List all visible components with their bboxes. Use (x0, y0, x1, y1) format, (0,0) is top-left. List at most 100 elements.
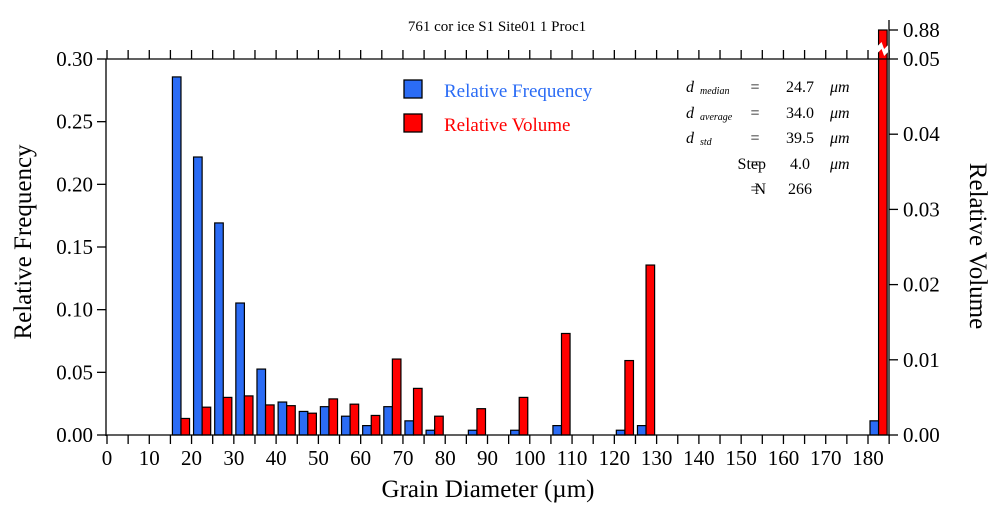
volume-bar (222, 396, 233, 436)
frequency-bar (636, 425, 647, 436)
x-tick-label: 150 (725, 446, 757, 470)
stat-equals: = (750, 130, 759, 147)
stat-symbol: N (754, 181, 766, 198)
frequency-bar (467, 429, 478, 436)
volume-bar (645, 264, 656, 436)
x-tick-label: 180 (852, 446, 884, 470)
legend-swatch-volume (403, 113, 423, 133)
frequency-bar (298, 410, 309, 436)
x-tick-label: 130 (641, 446, 673, 470)
y2-axis-title: Relative Volume (964, 163, 991, 329)
stat-unit: μm (829, 105, 850, 122)
x-axis-title: Grain Diameter (µm) (382, 476, 595, 503)
frequency-bar (277, 401, 288, 436)
x-tick-label: 80 (435, 446, 456, 470)
frequency-bar (510, 429, 520, 436)
volume-bar (307, 412, 317, 436)
x-tick-label: 120 (599, 446, 631, 470)
stat-symbol: Step (738, 156, 766, 173)
x-tick-label: 160 (768, 446, 800, 470)
stat-symbol: d (686, 79, 695, 96)
frequency-bar (235, 302, 246, 436)
statistics-box: d median = 24.7 μmd average = 34.0 μmd std = 39.5 μm… (686, 79, 850, 198)
frequency-bar (615, 429, 626, 436)
volume-bar (412, 387, 423, 436)
frequency-bar (340, 415, 351, 436)
stat-symbol: d (686, 105, 695, 122)
x-tick-label: 70 (392, 446, 413, 470)
y2-tick-label: 0.01 (903, 348, 940, 372)
stat-unit: μm (829, 79, 850, 96)
y2-tick-label: 0.02 (903, 273, 940, 297)
y2-tick-label: 0.03 (903, 197, 940, 221)
stat-equals: = (750, 156, 759, 173)
volume-bar (391, 358, 402, 436)
stat-value: 34.0 (786, 105, 814, 122)
stat-equals: = (750, 181, 759, 198)
x-tick-label: 100 (514, 446, 546, 470)
y2-tick-label: 0.00 (903, 423, 940, 447)
x-tick-label: 10 (139, 446, 160, 470)
stat-unit: μm (829, 156, 850, 173)
y2-tick-label: 0.04 (903, 122, 940, 146)
x-tick-label: 0 (102, 446, 113, 470)
frequency-bar (214, 222, 224, 436)
legend-swatch-frequency (403, 79, 423, 99)
stat-subscript: std (700, 137, 713, 148)
y-axis-title: Relative Frequency (10, 144, 37, 340)
legend-label-volume: Relative Volume (444, 115, 570, 136)
y-tick-label: 0.05 (56, 360, 93, 384)
stat-equals: = (750, 105, 759, 122)
volume-bar (434, 415, 444, 436)
x-tick-label: 90 (477, 446, 498, 470)
frequency-bar (869, 420, 880, 436)
x-tick-label: 20 (181, 446, 202, 470)
volume-bar (877, 29, 888, 436)
y-tick-label: 0.20 (56, 172, 93, 196)
stat-equals: = (750, 79, 759, 96)
legend-label-frequency: Relative Frequency (444, 81, 593, 102)
y2-tick-label: 0.05 (903, 47, 940, 71)
x-tick-label: 50 (308, 446, 329, 470)
frequency-bar (256, 368, 267, 436)
frequency-bar (383, 406, 393, 436)
x-tick-label: 110 (557, 446, 588, 470)
volume-bar (264, 404, 275, 436)
y-tick-label: 0.00 (56, 423, 93, 447)
frequency-bar (552, 425, 563, 436)
frequency-bar (362, 425, 372, 436)
y2-break-label: 0.88 (903, 18, 940, 42)
stat-value: 266 (788, 181, 812, 198)
volume-bar (328, 398, 339, 436)
volume-bar (476, 408, 487, 436)
stat-value: 24.7 (786, 79, 814, 96)
stat-value: 39.5 (786, 130, 814, 147)
volume-bar (286, 405, 296, 436)
x-tick-label: 40 (266, 446, 287, 470)
y-tick-label: 0.30 (56, 47, 93, 71)
legend: Relative Frequency Relative Volume (403, 79, 593, 136)
axis-frame: 0 10 20 30 40 50 60 70 80 90 100 110 120 130 140 150 160… (56, 18, 940, 470)
stat-symbol: d (686, 130, 695, 147)
chart-title: 761 cor ice S1 Site01 1 Proc1 (408, 19, 586, 35)
x-tick-label: 60 (350, 446, 371, 470)
frequency-bar (319, 406, 330, 436)
y-tick-label: 0.25 (56, 110, 93, 134)
volume-bar (201, 406, 212, 436)
axis-break-mark (877, 42, 889, 56)
stat-value: 4.0 (790, 156, 810, 173)
stat-subscript: average (700, 112, 733, 123)
y-tick-label: 0.10 (56, 298, 93, 322)
bars (171, 29, 889, 436)
frequency-bar (192, 156, 203, 436)
volume-bar (243, 395, 254, 436)
x-tick-label: 170 (810, 446, 842, 470)
volume-bar (560, 332, 571, 436)
volume-bar (624, 359, 635, 436)
y-tick-label: 0.15 (56, 235, 93, 259)
x-tick-label: 140 (683, 446, 715, 470)
volume-bar (370, 414, 381, 436)
frequency-bar (425, 429, 436, 436)
volume-bar (518, 396, 529, 436)
